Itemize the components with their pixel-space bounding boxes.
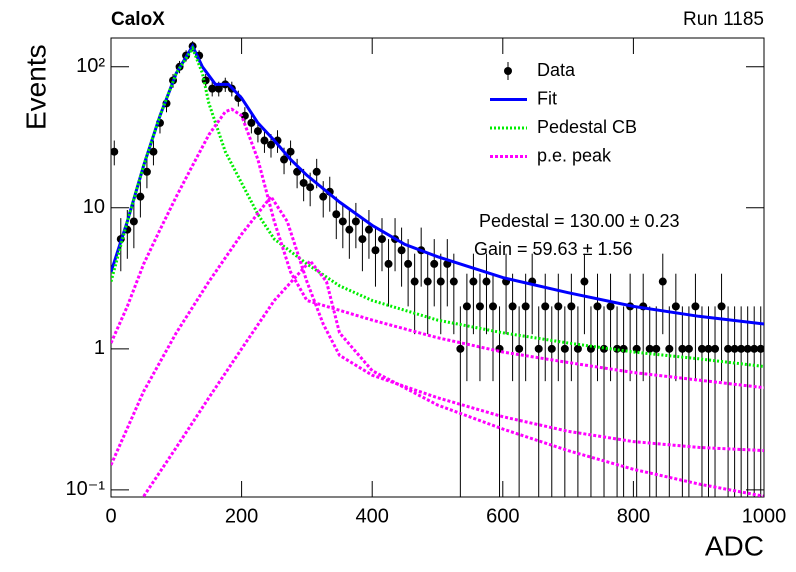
y-axis-label: Events	[20, 44, 51, 130]
y-tick-label: 10²	[76, 55, 105, 77]
x-tick-label: 400	[356, 505, 389, 527]
stat-text: Gain = 59.63 ± 1.56	[474, 239, 633, 259]
data-point	[332, 210, 341, 219]
data-point	[384, 259, 393, 268]
data-point	[111, 147, 119, 156]
data-point	[606, 302, 615, 311]
data-point	[253, 127, 262, 136]
data-point	[567, 302, 576, 311]
data-point	[534, 344, 543, 353]
data-point	[436, 277, 445, 286]
data-point	[247, 118, 256, 127]
y-tick-label: 1	[94, 337, 105, 359]
data-point	[286, 147, 295, 156]
data-point	[214, 84, 223, 93]
data-point	[547, 344, 556, 353]
data-point	[580, 277, 589, 286]
data-point	[489, 302, 498, 311]
data-point	[560, 344, 569, 353]
data-point	[730, 344, 739, 353]
data-point	[240, 111, 249, 120]
data-point	[351, 217, 360, 226]
data-point	[645, 344, 654, 353]
data-point	[142, 167, 151, 176]
data-point	[129, 217, 138, 226]
legend-label: Fit	[537, 88, 557, 108]
x-axis-label: ADC	[705, 530, 764, 561]
data-point	[208, 84, 217, 93]
legend-label: p.e. peak	[537, 145, 612, 165]
data-point	[371, 246, 380, 255]
data-point	[319, 192, 328, 201]
data-point	[456, 344, 465, 353]
data-point	[423, 277, 432, 286]
data-point	[586, 344, 595, 353]
curve	[111, 194, 764, 466]
data-point	[410, 277, 419, 286]
data-point	[704, 344, 713, 353]
curve	[111, 43, 764, 326]
data-point	[430, 259, 439, 268]
chart-title: CaloX	[111, 9, 165, 30]
data-point	[691, 302, 700, 311]
data-point	[462, 302, 471, 311]
x-tick-label: 0	[105, 505, 116, 527]
data-point	[280, 155, 289, 164]
x-tick-label: 800	[617, 505, 650, 527]
data-point	[299, 178, 308, 187]
stat-text: Pedestal = 130.00 ± 0.23	[479, 211, 680, 231]
data-point	[652, 344, 661, 353]
legend-marker	[504, 67, 512, 75]
data-point	[593, 302, 602, 311]
data-point	[266, 140, 275, 149]
data-point	[475, 302, 484, 311]
data-point	[684, 344, 693, 353]
data-point	[521, 302, 530, 311]
data-point	[377, 235, 386, 244]
data-point	[671, 302, 680, 311]
data-point	[508, 302, 517, 311]
data-point	[678, 344, 687, 353]
y-tick-label: 10⁻¹	[66, 478, 106, 500]
data-point	[554, 302, 563, 311]
legend-label: Pedestal CB	[537, 117, 637, 137]
x-tick-label: 600	[486, 505, 519, 527]
curve	[142, 258, 764, 497]
y-tick-label: 10	[83, 196, 105, 218]
data-point	[573, 344, 582, 353]
data-point	[306, 183, 315, 192]
curve	[111, 107, 764, 390]
plot-area	[111, 41, 764, 497]
x-tick-label: 1000	[742, 505, 787, 527]
data-point	[149, 147, 158, 156]
data-point	[724, 344, 733, 353]
data-point	[397, 246, 406, 255]
data-point	[541, 302, 550, 311]
data-point	[345, 225, 354, 234]
data-point	[515, 344, 524, 353]
legend-label: Data	[537, 60, 576, 80]
data-point	[665, 344, 674, 353]
data-point	[717, 302, 726, 311]
data-point	[737, 344, 746, 353]
data-point	[449, 277, 458, 286]
data-point	[482, 277, 491, 286]
x-tick-label: 200	[225, 505, 258, 527]
data-point	[260, 136, 269, 145]
data-point	[312, 167, 321, 176]
data-point	[711, 344, 720, 353]
curve	[111, 45, 764, 368]
data-point	[338, 217, 347, 226]
data-point	[658, 277, 667, 286]
data-point	[404, 259, 413, 268]
data-point	[364, 225, 373, 234]
data-point	[136, 192, 145, 201]
data-point	[697, 344, 706, 353]
data-point	[358, 235, 367, 244]
chart-subtitle: Run 1185	[683, 9, 764, 30]
data-point	[469, 277, 478, 286]
